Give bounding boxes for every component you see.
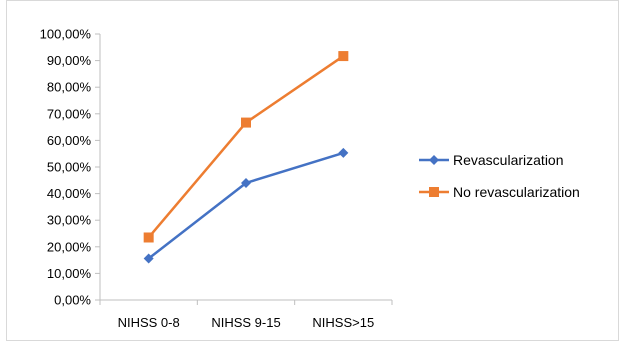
x-tick-label: NIHSS 0-8 [118,315,180,330]
data-point [241,117,251,128]
data-point [241,177,251,188]
y-tick-label: 100,00% [40,27,92,42]
y-tick-label: 90,00% [47,53,92,68]
y-tick-label: 60,00% [47,133,92,148]
series-0 [143,147,349,264]
y-tick-label: 10,00% [47,266,92,281]
chart-axes [99,34,392,301]
data-point [143,253,154,264]
y-tick-label: 20,00% [47,239,92,254]
legend: Revascularization No revascularization [419,152,580,200]
y-tick-label: 0,00% [54,293,91,308]
data-point [143,232,154,243]
x-axis-ticks: NIHSS 0-8 NIHSS 9-15 NIHSS>15 [99,300,393,330]
chart-frame: 0,00% 10,00% 20,00% 30,00% 40,00% 50,00% 60,00… [6,0,619,341]
series-1 [143,51,349,243]
data-point [338,147,349,158]
legend-marker [429,155,439,165]
legend-label: Revascularization [453,152,564,168]
line-chart: 0,00% 10,00% 20,00% 30,00% 40,00% 50,00% 60,00… [40,27,580,331]
legend-item: No revascularization [419,184,580,200]
legend-label: No revascularization [453,184,580,200]
series-layer [143,51,349,264]
series-line [147,151,344,260]
legend-item: Revascularization [419,152,564,168]
legend-marker [429,187,439,197]
y-tick-label: 50,00% [47,160,92,175]
y-tick-label: 30,00% [47,213,92,228]
y-tick-label: 40,00% [47,186,92,201]
y-tick-label: 80,00% [47,80,92,95]
y-tick-label: 70,00% [47,106,92,121]
y-axis-ticks: 0,00% 10,00% 20,00% 30,00% 40,00% 50,00% 60,00… [40,27,100,308]
x-tick-label: NIHSS 9-15 [211,315,280,330]
series-line [147,55,345,239]
data-point [338,51,349,62]
x-tick-label: NIHSS>15 [312,315,374,330]
